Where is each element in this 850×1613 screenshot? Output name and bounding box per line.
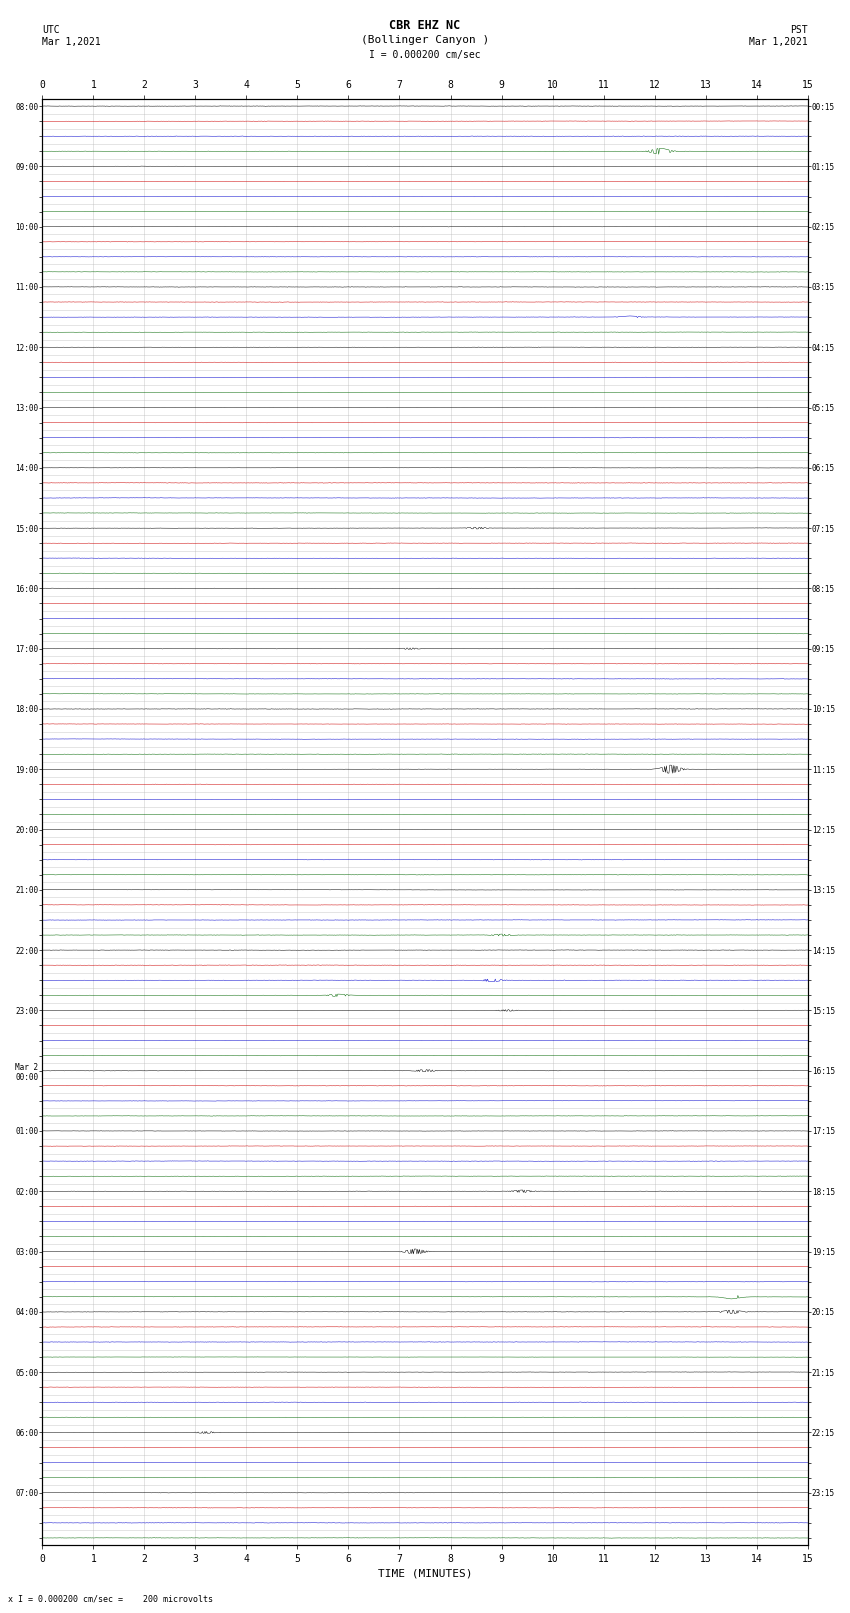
Text: x I = 0.000200 cm/sec =    200 microvolts: x I = 0.000200 cm/sec = 200 microvolts [8,1594,213,1603]
Text: PST: PST [790,26,807,35]
Text: Mar 1,2021: Mar 1,2021 [749,37,808,47]
Text: I = 0.000200 cm/sec: I = 0.000200 cm/sec [369,50,481,60]
Text: UTC: UTC [42,26,60,35]
Text: CBR EHZ NC: CBR EHZ NC [389,19,461,32]
Text: (Bollinger Canyon ): (Bollinger Canyon ) [361,35,489,45]
Text: Mar 1,2021: Mar 1,2021 [42,37,101,47]
X-axis label: TIME (MINUTES): TIME (MINUTES) [377,1569,473,1579]
